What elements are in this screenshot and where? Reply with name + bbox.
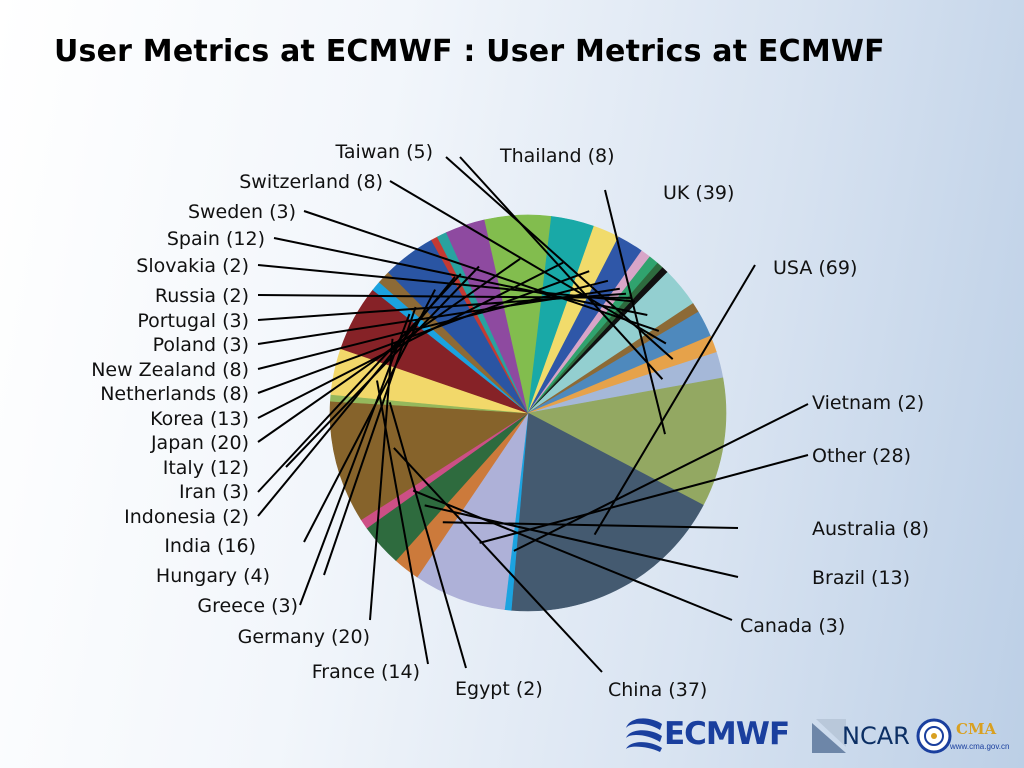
slice-label-vietnam: Vietnam (2) [812, 392, 924, 414]
leader-line-hungary [323, 306, 417, 576]
slice-label-slovakia: Slovakia (2) [136, 255, 249, 277]
slice-label-indonesia: Indonesia (2) [124, 506, 249, 528]
pie-slice-other [416, 412, 529, 610]
ncar-logo-text: NCAR [842, 722, 910, 750]
ecmwf-logo: ECMWF [622, 716, 790, 752]
ecmwf-logo-text: ECMWF [664, 716, 790, 752]
cma-logo-text: CMA [956, 720, 997, 738]
leader-line-slovakia [257, 264, 635, 303]
slice-label-hungary: Hungary (4) [156, 565, 270, 587]
slice-label-egypt: Egypt (2) [455, 678, 543, 700]
slice-label-korea: Korea (13) [150, 408, 249, 430]
slice-label-poland: Poland (3) [153, 334, 249, 356]
slice-label-germany: Germany (20) [238, 626, 370, 648]
ncar-mark-icon [812, 719, 846, 753]
slice-label-portugal: Portugal (3) [137, 310, 249, 332]
leader-line-greece [299, 313, 411, 606]
slice-label-switzerland: Switzerland (8) [239, 171, 383, 193]
cma-url-text: www.cma.gov.cn [950, 742, 1010, 751]
leader-line-usa [593, 264, 756, 536]
slice-label-spain: Spain (12) [167, 228, 265, 250]
slice-label-new-zealand: New Zealand (8) [91, 359, 249, 381]
leader-line-switzerland [389, 180, 667, 345]
leader-lines [257, 156, 809, 673]
ncar-logo: NCAR [812, 718, 910, 754]
slice-label-taiwan: Taiwan (5) [334, 141, 433, 163]
leader-line-india [303, 289, 436, 543]
slice-labels: Thailand (8) UK (39) USA (69) Vietnam (2) Ot… [91, 141, 929, 701]
leader-line-iran [257, 273, 462, 493]
ecmwf-swirl-icon [626, 718, 662, 752]
slice-label-netherlands: Netherlands (8) [100, 383, 249, 405]
leader-line-egypt [388, 402, 467, 669]
slice-label-italy: Italy (12) [163, 457, 249, 479]
slice-label-uk: UK (39) [663, 182, 734, 204]
footer-logos: ECMWF NCAR CMA www.cma.gov.cn [620, 712, 1020, 762]
slice-label-usa: USA (69) [773, 257, 857, 279]
slice-label-thailand: Thailand (8) [499, 145, 615, 167]
leader-line-canada [412, 489, 733, 621]
leader-line-taiwan [445, 156, 674, 360]
slice-label-iran: Iran (3) [179, 481, 249, 503]
cma-emblem-icon [916, 718, 952, 754]
slice-label-australia: Australia (8) [812, 518, 929, 540]
page-title: User Metrics at ECMWF : User Metrics at … [54, 34, 885, 69]
slice-label-russia: Russia (2) [155, 285, 249, 307]
leader-line-sweden [303, 210, 660, 332]
leader-line-italy [285, 265, 480, 468]
slice-label-india: India (16) [164, 535, 256, 557]
pie-slice-uk [527, 377, 727, 506]
leader-line-russia [257, 294, 632, 299]
leader-line-vietnam [513, 403, 809, 552]
leader-line-other [479, 454, 809, 544]
cma-logo: CMA www.cma.gov.cn [916, 714, 1020, 760]
slice-label-france: France (14) [312, 661, 420, 683]
slice-label-other: Other (28) [812, 445, 911, 467]
leader-line-korea [257, 261, 564, 419]
leader-line-spain [273, 237, 648, 316]
slice-label-sweden: Sweden (3) [188, 201, 296, 223]
leader-line-china [393, 447, 603, 673]
slice-label-greece: Greece (3) [197, 595, 298, 617]
slice-label-japan: Japan (20) [150, 432, 249, 454]
slice-label-brazil: Brazil (13) [812, 567, 910, 589]
slice-label-china: China (37) [608, 679, 707, 701]
leader-line-thailand [459, 156, 664, 380]
slice-label-canada: Canada (3) [740, 615, 845, 637]
